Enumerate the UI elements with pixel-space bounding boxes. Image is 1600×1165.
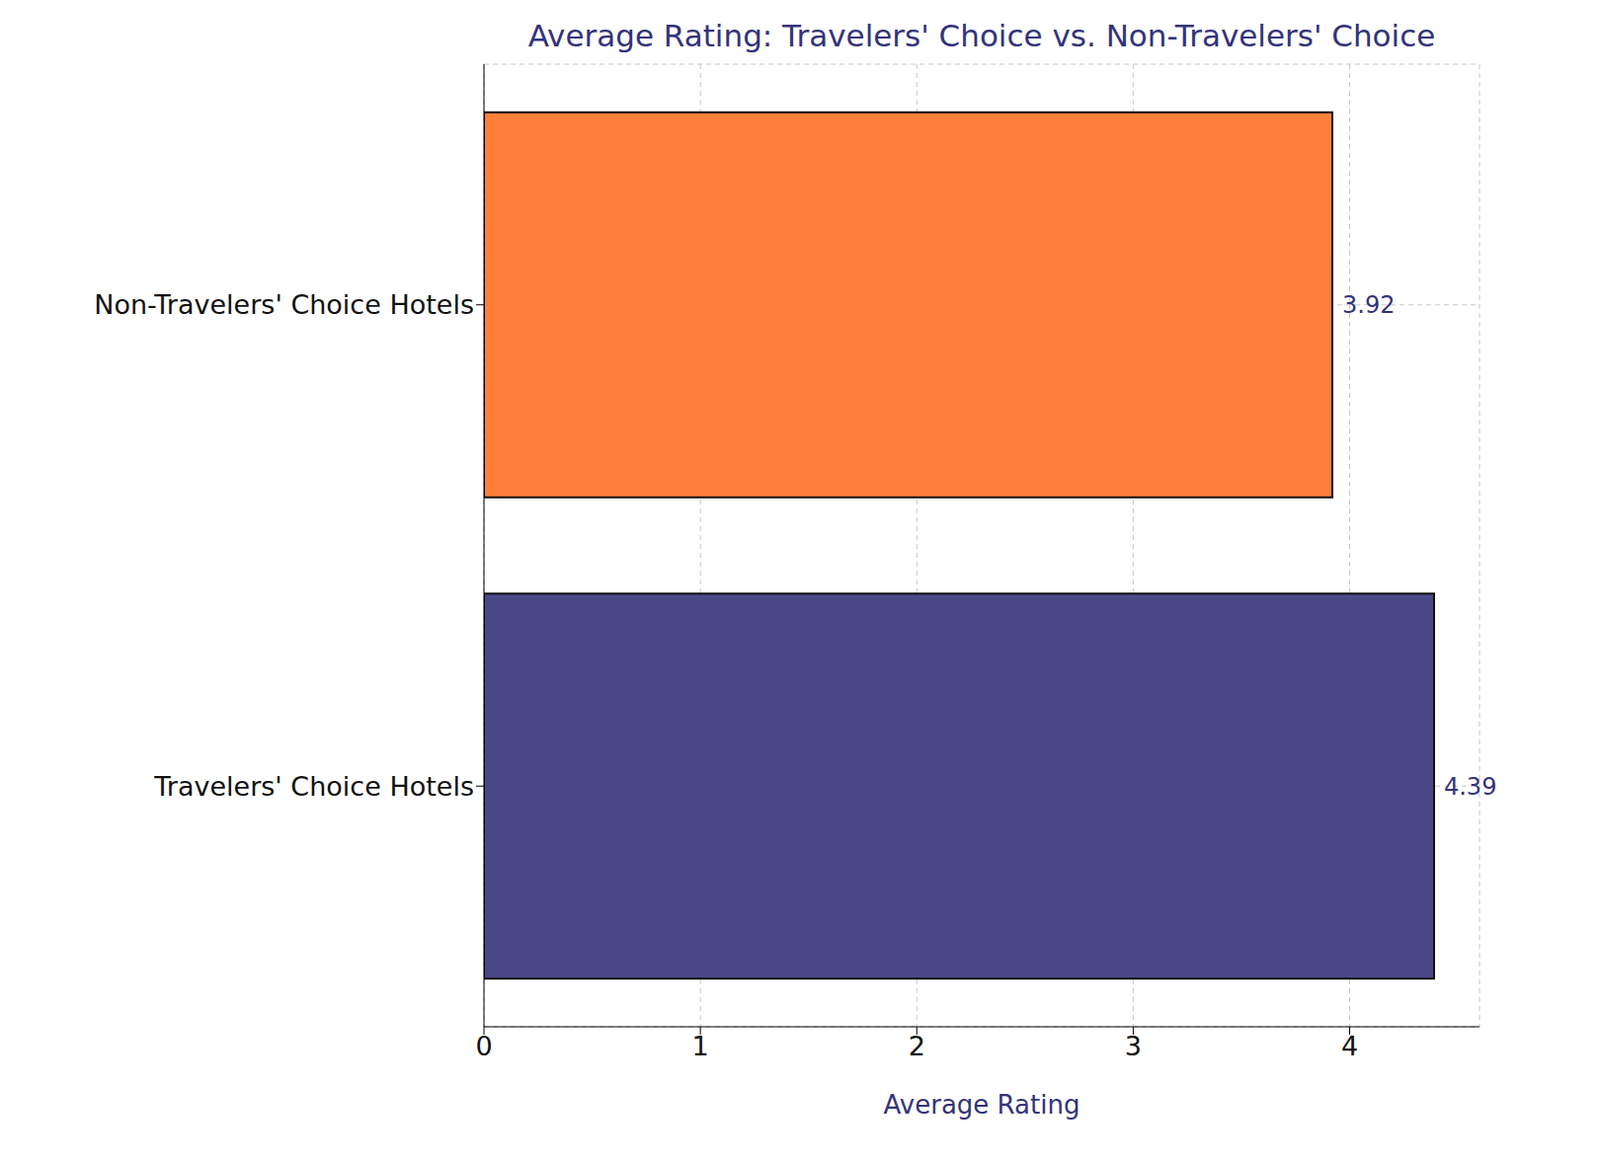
html-text:Average Rating: Travelers' Cho: Average Rating: Travelers' Choice vs. No…: [528, 17, 1436, 54]
svg-text:1: 1: [692, 1031, 710, 1062]
svg-text:Non-Travelers' Choice Hotels: Non-Travelers' Choice Hotels: [93, 289, 475, 320]
svg-text:2: 2: [908, 1031, 926, 1062]
svg-text:4: 4: [1341, 1031, 1359, 1062]
svg-text:3.92: 3.92: [1342, 291, 1395, 320]
svg-text:Travelers' Choice Hotels: Travelers' Choice Hotels: [153, 771, 475, 802]
svg-text:4.39: 4.39: [1443, 773, 1497, 801]
svg-text:Average Rating: Average Rating: [883, 1090, 1081, 1120]
svg-text:3: 3: [1124, 1031, 1142, 1062]
svg-text:0: 0: [475, 1031, 492, 1062]
